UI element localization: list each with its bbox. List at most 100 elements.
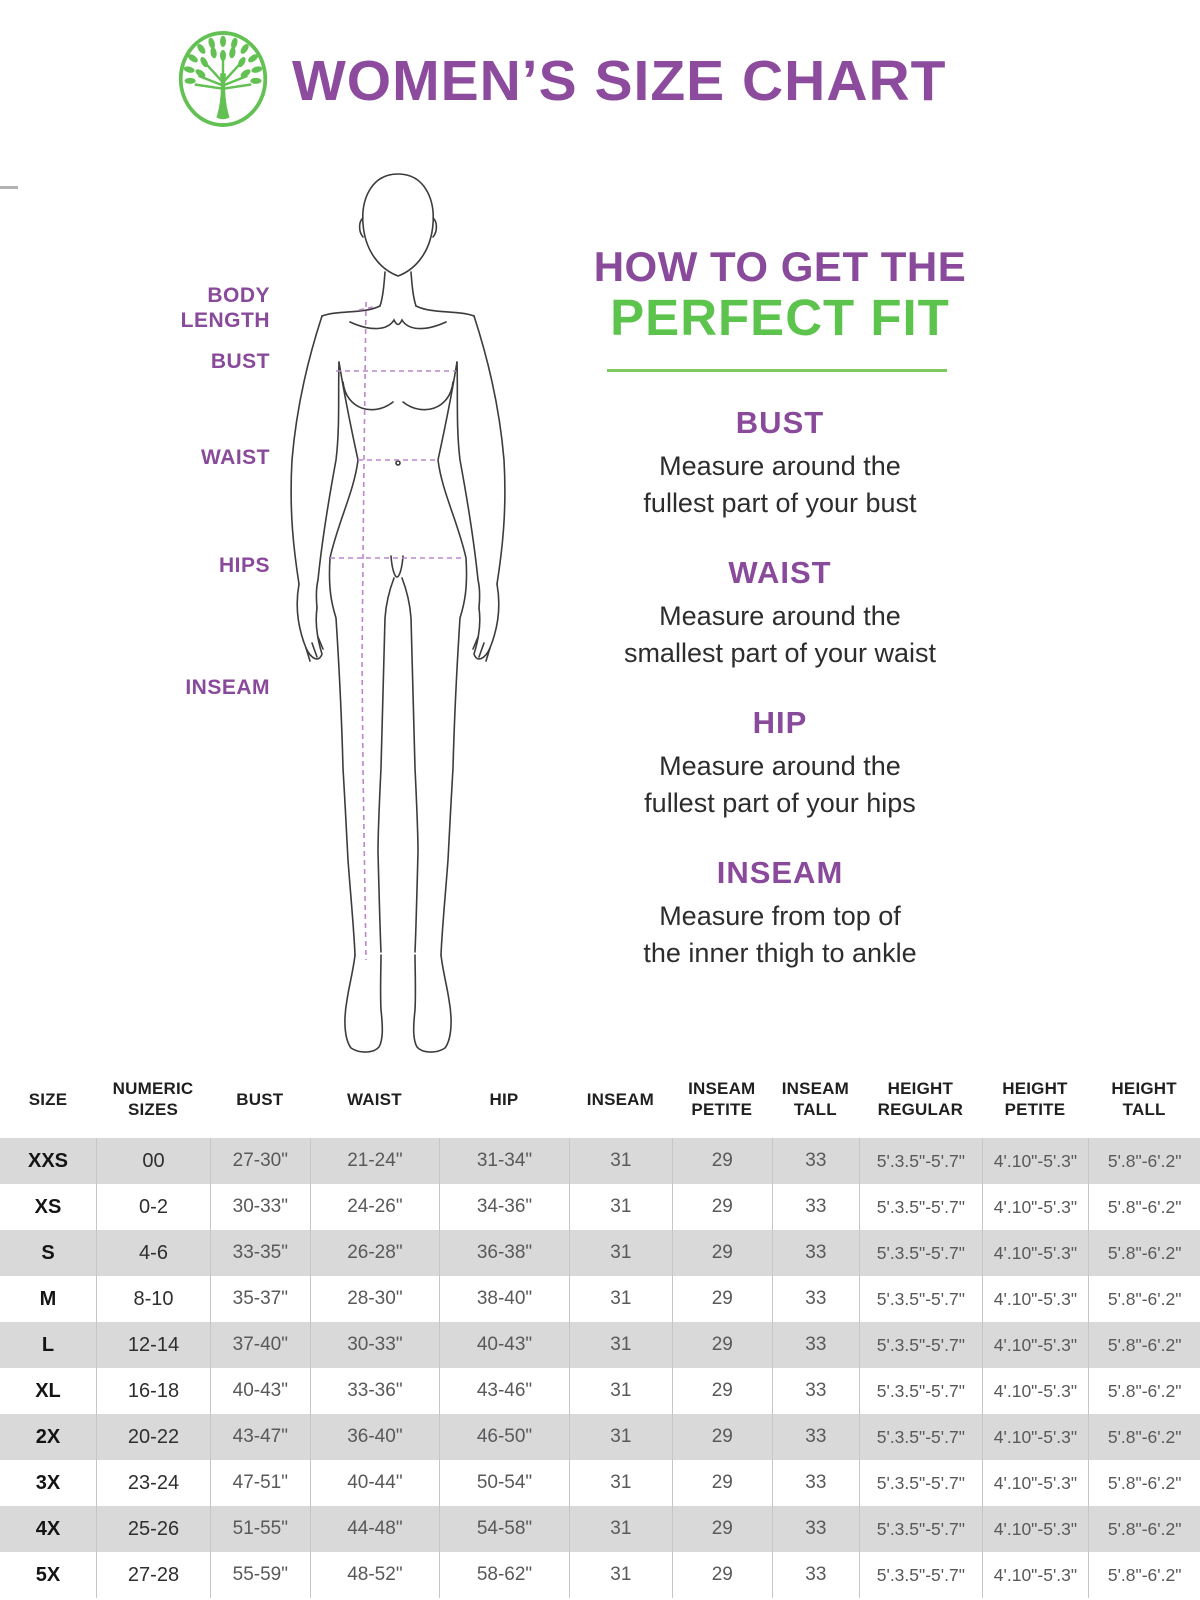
table-row: M 8-10 35-37" 28-30" 38-40" 31 29 33 5'.… — [0, 1276, 1200, 1322]
table-cell-height-regular: 5'.3.5"-5'.7" — [859, 1322, 981, 1368]
table-cell-bust: 35-37" — [210, 1276, 310, 1322]
table-cell-inseam-petite: 29 — [671, 1138, 772, 1184]
guide-heading-line1: HOW TO GET THE — [593, 243, 967, 290]
table-cell-size: M — [39, 1287, 57, 1310]
table-cell-size: XL — [35, 1379, 61, 1402]
guide-heading-line2: PERFECT FIT — [610, 289, 950, 346]
table-cell-waist: 36-40" — [309, 1414, 440, 1460]
table-cell-inseam-petite: 29 — [671, 1552, 772, 1598]
table-cell-bust: 27-30" — [210, 1138, 310, 1184]
table-cell-height-regular: 5'.3.5"-5'.7" — [859, 1138, 981, 1184]
table-cell-numeric-sizes: 00 — [96, 1138, 210, 1184]
table-row: XXS 00 27-30" 21-24" 31-34" 31 29 33 5'.… — [0, 1138, 1200, 1184]
table-cell-waist: 21-24" — [309, 1138, 440, 1184]
label-waist: WAIST — [201, 446, 270, 469]
table-cell-size: L — [41, 1333, 55, 1356]
table-cell-height-petite: 4'.10"-5'.3" — [981, 1322, 1089, 1368]
table-cell-inseam-tall: 33 — [771, 1368, 860, 1414]
guide-divider-line — [607, 369, 947, 372]
table-cell-height-tall: 5'.8"-6'.2" — [1088, 1414, 1200, 1460]
table-cell-height-petite: 4'.10"-5'.3" — [981, 1552, 1089, 1598]
table-cell-height-tall: 5'.8"-6'.2" — [1088, 1368, 1200, 1414]
table-cell-hip: 43-46" — [439, 1368, 569, 1414]
table-cell-size: 4X — [35, 1517, 61, 1540]
table-cell-bust: 55-59" — [210, 1552, 310, 1598]
column-header-numeric-sizes: NUMERIC SIZES — [112, 1079, 194, 1119]
table-cell-numeric-sizes: 23-24 — [96, 1460, 210, 1506]
guide-section-heading: HIP — [752, 705, 808, 740]
page-edge-mark — [0, 186, 18, 189]
table-cell-height-regular: 5'.3.5"-5'.7" — [859, 1276, 981, 1322]
table-cell-height-regular: 5'.3.5"-5'.7" — [859, 1368, 981, 1414]
table-cell-height-regular: 5'.3.5"-5'.7" — [859, 1414, 981, 1460]
table-cell-inseam: 31 — [568, 1184, 672, 1230]
table-cell-height-tall: 5'.8"-6'.2" — [1088, 1138, 1200, 1184]
table-cell-inseam-petite: 29 — [671, 1276, 772, 1322]
table-cell-size: 5X — [35, 1563, 61, 1586]
column-header-inseam-tall: INSEAM TALL — [781, 1079, 850, 1119]
table-cell-inseam: 31 — [568, 1414, 672, 1460]
table-row: XS 0-2 30-33" 24-26" 34-36" 31 29 33 5'.… — [0, 1184, 1200, 1230]
guide-section-waist: WAIST Measure around the smallest part o… — [545, 555, 1015, 672]
table-cell-waist: 28-30" — [309, 1276, 440, 1322]
guide-section-hip: HIP Measure around the fullest part of y… — [545, 705, 1015, 822]
column-header-height-tall: HEIGHT TALL — [1111, 1079, 1177, 1119]
table-cell-waist: 33-36" — [309, 1368, 440, 1414]
table-cell-height-petite: 4'.10"-5'.3" — [981, 1138, 1089, 1184]
guide-section-inseam: INSEAM Measure from top of the inner thi… — [545, 855, 1015, 972]
table-cell-size: XS — [34, 1195, 62, 1218]
column-header-hip: HIP — [489, 1089, 519, 1109]
table-cell-inseam-petite: 29 — [671, 1506, 772, 1552]
guide-section-text-line1: Measure around the — [659, 451, 901, 481]
table-cell-bust: 47-51" — [210, 1460, 310, 1506]
guide-section-heading: BUST — [735, 405, 825, 440]
label-body-length-line2: LENGTH — [180, 309, 270, 332]
tree-logo-icon — [178, 31, 268, 127]
table-cell-numeric-sizes: 16-18 — [96, 1368, 210, 1414]
table-cell-inseam: 31 — [568, 1138, 672, 1184]
table-cell-height-petite: 4'.10"-5'.3" — [981, 1368, 1089, 1414]
table-cell-height-tall: 5'.8"-6'.2" — [1088, 1276, 1200, 1322]
table-cell-height-regular: 5'.3.5"-5'.7" — [859, 1184, 981, 1230]
table-cell-inseam-petite: 29 — [671, 1322, 772, 1368]
guide-section-text-line1: Measure around the — [659, 751, 901, 781]
table-cell-height-regular: 5'.3.5"-5'.7" — [859, 1552, 981, 1598]
table-cell-inseam: 31 — [568, 1230, 672, 1276]
table-cell-size: S — [41, 1241, 55, 1264]
table-cell-inseam-tall: 33 — [771, 1552, 860, 1598]
table-cell-inseam-tall: 33 — [771, 1414, 860, 1460]
table-cell-numeric-sizes: 27-28 — [96, 1552, 210, 1598]
table-cell-bust: 37-40" — [210, 1322, 310, 1368]
table-cell-height-petite: 4'.10"-5'.3" — [981, 1276, 1089, 1322]
table-cell-height-tall: 5'.8"-6'.2" — [1088, 1322, 1200, 1368]
table-cell-hip: 38-40" — [439, 1276, 569, 1322]
table-cell-height-petite: 4'.10"-5'.3" — [981, 1230, 1089, 1276]
table-cell-size: XXS — [27, 1149, 69, 1172]
table-row: 3X 23-24 47-51" 40-44" 50-54" 31 29 33 5… — [0, 1460, 1200, 1506]
table-cell-height-tall: 5'.8"-6'.2" — [1088, 1506, 1200, 1552]
table-cell-waist: 44-48" — [309, 1506, 440, 1552]
table-cell-waist: 24-26" — [309, 1184, 440, 1230]
table-cell-inseam-tall: 33 — [771, 1506, 860, 1552]
table-cell-height-tall: 5'.8"-6'.2" — [1088, 1552, 1200, 1598]
table-cell-waist: 40-44" — [309, 1460, 440, 1506]
table-cell-height-petite: 4'.10"-5'.3" — [981, 1184, 1089, 1230]
table-cell-inseam: 31 — [568, 1506, 672, 1552]
table-cell-height-petite: 4'.10"-5'.3" — [981, 1460, 1089, 1506]
table-cell-numeric-sizes: 8-10 — [96, 1276, 210, 1322]
table-cell-height-regular: 5'.3.5"-5'.7" — [859, 1460, 981, 1506]
table-cell-inseam-tall: 33 — [771, 1184, 860, 1230]
label-inseam: INSEAM — [185, 676, 270, 699]
table-row: XL 16-18 40-43" 33-36" 43-46" 31 29 33 5… — [0, 1368, 1200, 1414]
label-hips: HIPS — [218, 554, 270, 577]
guide-section-text-line2: fullest part of your bust — [643, 488, 917, 518]
guide-section-bust: BUST Measure around the fullest part of … — [545, 405, 1015, 522]
guide-section-text-line2: the inner thigh to ankle — [643, 938, 917, 968]
table-row: 4X 25-26 51-55" 44-48" 54-58" 31 29 33 5… — [0, 1506, 1200, 1552]
table-cell-height-regular: 5'.3.5"-5'.7" — [859, 1230, 981, 1276]
table-cell-height-tall: 5'.8"-6'.2" — [1088, 1184, 1200, 1230]
table-cell-height-petite: 4'.10"-5'.3" — [981, 1506, 1089, 1552]
table-cell-numeric-sizes: 0-2 — [96, 1184, 210, 1230]
table-cell-hip: 46-50" — [439, 1414, 569, 1460]
